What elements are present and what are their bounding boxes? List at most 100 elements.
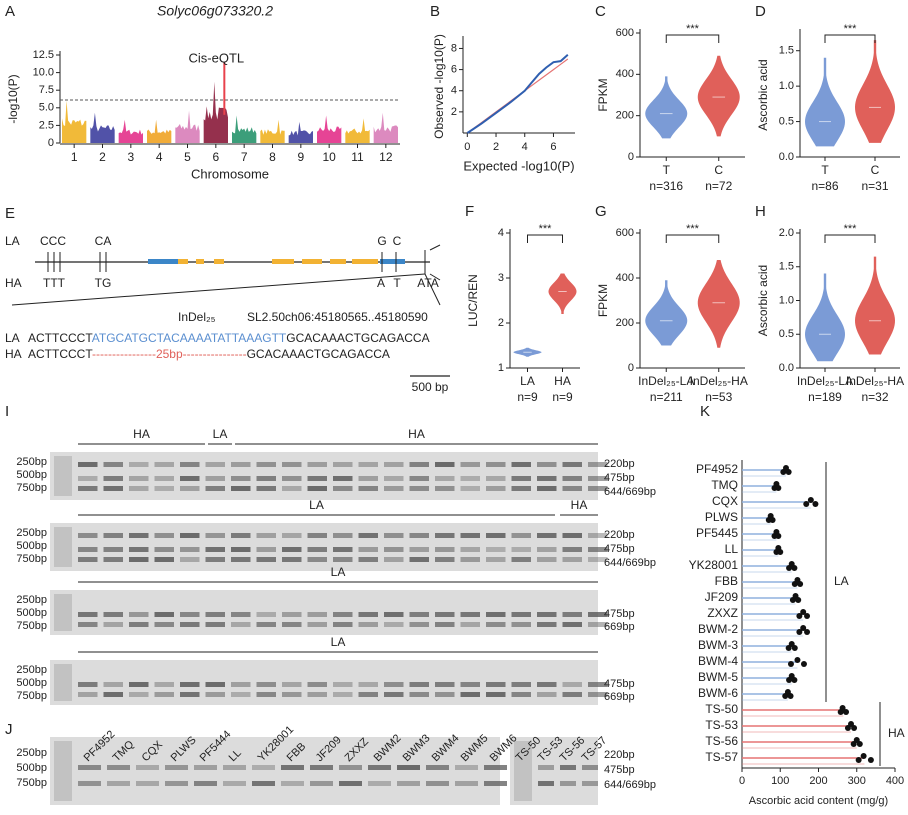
y-tick-label: TS-57 (705, 750, 738, 764)
band (333, 476, 353, 481)
band (205, 547, 225, 552)
x-tick-label: 7 (241, 150, 248, 164)
band (409, 682, 429, 687)
size-label: 475bp (604, 608, 635, 620)
indel-label: InDel₂₅ (178, 310, 216, 324)
violin (697, 260, 740, 348)
band (537, 462, 557, 467)
band (194, 765, 217, 770)
replicate-dot (796, 629, 803, 635)
x-tick-label: 1 (71, 150, 78, 164)
band (409, 692, 429, 697)
band (282, 486, 302, 491)
y-tick-label: 2.0 (779, 227, 794, 239)
band (537, 557, 557, 562)
y-tick-label: 8 (451, 42, 457, 54)
band (180, 476, 200, 481)
band (409, 547, 429, 552)
x-tick-label: InDel₂₅-HA (846, 374, 904, 388)
x-tick-label: 6 (212, 150, 219, 164)
band (205, 612, 225, 617)
band (435, 682, 455, 687)
band (129, 462, 149, 467)
band (223, 765, 246, 770)
x-tick-label: 10 (322, 150, 336, 164)
y-tick-label: TMQ (711, 478, 738, 492)
band (154, 557, 174, 562)
size-label: 220bp (604, 458, 635, 470)
y-tick-label: PF4952 (696, 462, 738, 476)
band (231, 612, 251, 617)
sequence-part: ----------------25bp---------------- (92, 347, 247, 361)
y-axis-label: Observed -log10(P) (432, 34, 446, 139)
size-label: 220bp (604, 749, 635, 761)
y-tick-label: PLWS (705, 510, 738, 524)
band (537, 476, 557, 481)
replicate-dot (860, 753, 867, 759)
band (194, 781, 217, 786)
band (307, 547, 327, 552)
x-tick-label: C (871, 163, 880, 177)
band (281, 781, 304, 786)
band (435, 622, 455, 627)
y-tick-label: 10.0 (33, 67, 54, 79)
band (588, 547, 608, 552)
band (426, 781, 449, 786)
band (511, 622, 531, 627)
replicate-dot (839, 705, 846, 711)
replicate-dot (800, 625, 807, 631)
band (307, 476, 327, 481)
x-tick-label: 6 (550, 141, 556, 153)
y-tick-label: 2.5 (39, 119, 54, 131)
ladder-label: 500bp (16, 607, 47, 619)
ha-site: TTT (43, 276, 66, 290)
x-tick-label: 0 (464, 141, 470, 153)
band (307, 486, 327, 491)
band (384, 682, 404, 687)
band (78, 612, 98, 617)
band (537, 622, 557, 627)
ladder-lane (54, 664, 72, 701)
x-tick-label: 100 (771, 775, 789, 787)
y-tick-label: JF209 (705, 590, 739, 604)
size-label: 220bp (604, 529, 635, 541)
ladder-label: 500bp (16, 469, 47, 481)
replicate-dot (867, 757, 874, 763)
band (511, 462, 531, 467)
band (484, 781, 507, 786)
band (409, 486, 429, 491)
band (231, 486, 251, 491)
ladder-label: 750bp (16, 690, 47, 702)
size-label: 475bp (604, 764, 635, 776)
x-tick-label: 4 (156, 150, 163, 164)
band (460, 547, 480, 552)
band (460, 462, 480, 467)
x-tick-label: HA (554, 374, 571, 388)
band (129, 682, 149, 687)
replicate-dot (804, 629, 811, 635)
replicate-dot (775, 533, 782, 539)
sequence-part: GCACAAACTGCAGACCA (247, 347, 390, 361)
y-tick-label: 200 (616, 110, 634, 122)
group-label: HA (408, 427, 425, 441)
band (511, 486, 531, 491)
exon (196, 259, 204, 264)
scale-label: 500 bp (412, 380, 449, 394)
band (511, 476, 531, 481)
y-tick-label: 3 (498, 272, 504, 284)
band (358, 533, 378, 538)
n-label: n=53 (705, 390, 732, 404)
x-tick-label: T (663, 163, 671, 177)
size-label: 475bp (604, 472, 635, 484)
band (333, 486, 353, 491)
band (256, 682, 276, 687)
band (435, 486, 455, 491)
panel-label: B (430, 3, 440, 20)
band (154, 692, 174, 697)
band (384, 476, 404, 481)
chromosome-points (175, 110, 200, 143)
significance-bracket (665, 34, 720, 43)
x-tick-label: 200 (809, 775, 827, 787)
chromosome-points (90, 112, 115, 143)
n-label: n=316 (649, 179, 683, 193)
